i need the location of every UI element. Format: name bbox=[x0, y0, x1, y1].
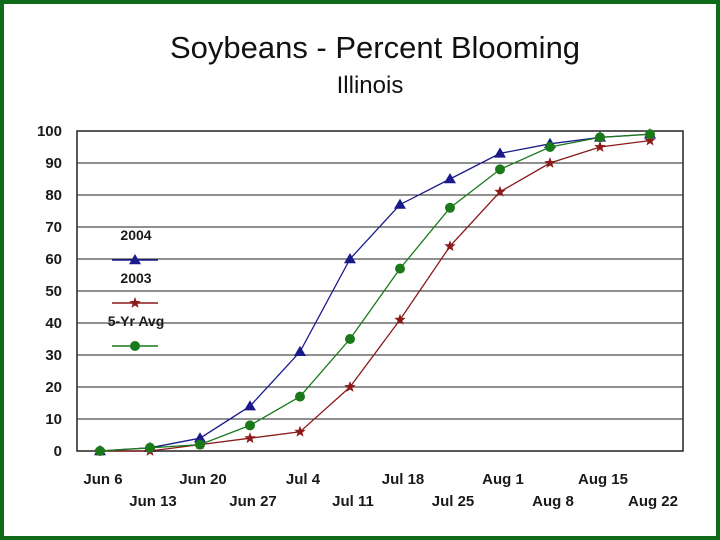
star-marker bbox=[294, 425, 306, 437]
x-tick-label: Jun 13 bbox=[129, 493, 177, 510]
circle-marker bbox=[345, 334, 355, 344]
star-marker bbox=[394, 313, 406, 325]
y-tick-label: 0 bbox=[54, 443, 62, 460]
circle-marker bbox=[95, 446, 105, 456]
y-tick-label: 80 bbox=[45, 187, 62, 204]
x-tick-label: Jun 27 bbox=[229, 493, 277, 510]
circle-marker bbox=[295, 391, 305, 402]
x-tick-label: Jul 4 bbox=[286, 471, 321, 488]
triangle-marker bbox=[194, 432, 206, 443]
y-tick-label: 40 bbox=[45, 315, 62, 332]
circle-marker bbox=[495, 164, 505, 175]
y-tick-label: 100 bbox=[37, 123, 62, 140]
star-marker bbox=[129, 297, 141, 308]
x-tick-label: Aug 1 bbox=[482, 471, 524, 488]
x-tick-label: Jul 11 bbox=[332, 493, 374, 510]
x-tick-label: Jul 18 bbox=[382, 471, 425, 488]
circle-marker bbox=[645, 129, 655, 140]
series-line-5-yr-avg bbox=[99, 133, 651, 452]
y-tick-label: 90 bbox=[45, 155, 62, 172]
star-marker bbox=[494, 185, 506, 197]
y-tick-label: 60 bbox=[45, 251, 62, 268]
x-tick-label: Jul 25 bbox=[432, 493, 475, 510]
circle-marker bbox=[245, 420, 255, 431]
legend-label: 5-Yr Avg bbox=[108, 313, 165, 329]
star-marker bbox=[444, 240, 456, 252]
circle-marker bbox=[195, 439, 205, 450]
circle-marker bbox=[445, 202, 455, 213]
star-marker bbox=[344, 381, 356, 392]
star-marker bbox=[594, 141, 606, 152]
y-tick-label: 20 bbox=[45, 379, 62, 396]
legend-label: 2004 bbox=[120, 227, 151, 243]
series-line-2004 bbox=[99, 133, 651, 452]
x-tick-label: Jun 20 bbox=[179, 471, 227, 488]
y-tick-label: 30 bbox=[45, 347, 62, 364]
chart-subtitle: Illinois bbox=[336, 72, 404, 99]
circle-marker bbox=[130, 341, 140, 351]
circle-marker bbox=[395, 263, 405, 274]
y-tick-label: 70 bbox=[45, 219, 62, 236]
x-tick-label: Aug 8 bbox=[532, 493, 574, 510]
circle-marker bbox=[545, 142, 555, 152]
circle-marker bbox=[595, 132, 605, 143]
triangle-marker bbox=[244, 400, 256, 411]
x-tick-label: Aug 15 bbox=[578, 471, 628, 488]
triangle-marker bbox=[494, 147, 506, 158]
star-marker bbox=[644, 134, 656, 146]
circle-marker bbox=[145, 442, 155, 453]
chart-title: Soybeans - Percent Blooming bbox=[169, 30, 581, 65]
triangle-marker bbox=[344, 253, 356, 264]
triangle-marker bbox=[444, 173, 456, 184]
triangle-marker bbox=[294, 345, 306, 356]
y-tick-label: 50 bbox=[45, 283, 62, 300]
star-marker bbox=[544, 157, 556, 168]
y-tick-label: 10 bbox=[45, 411, 62, 428]
x-tick-label: Aug 22 bbox=[628, 493, 678, 510]
x-tick-label: Jun 6 bbox=[83, 471, 122, 488]
triangle-marker bbox=[394, 198, 406, 209]
legend-label: 2003 bbox=[120, 270, 151, 286]
triangle-marker bbox=[129, 254, 141, 265]
star-marker bbox=[244, 432, 256, 444]
